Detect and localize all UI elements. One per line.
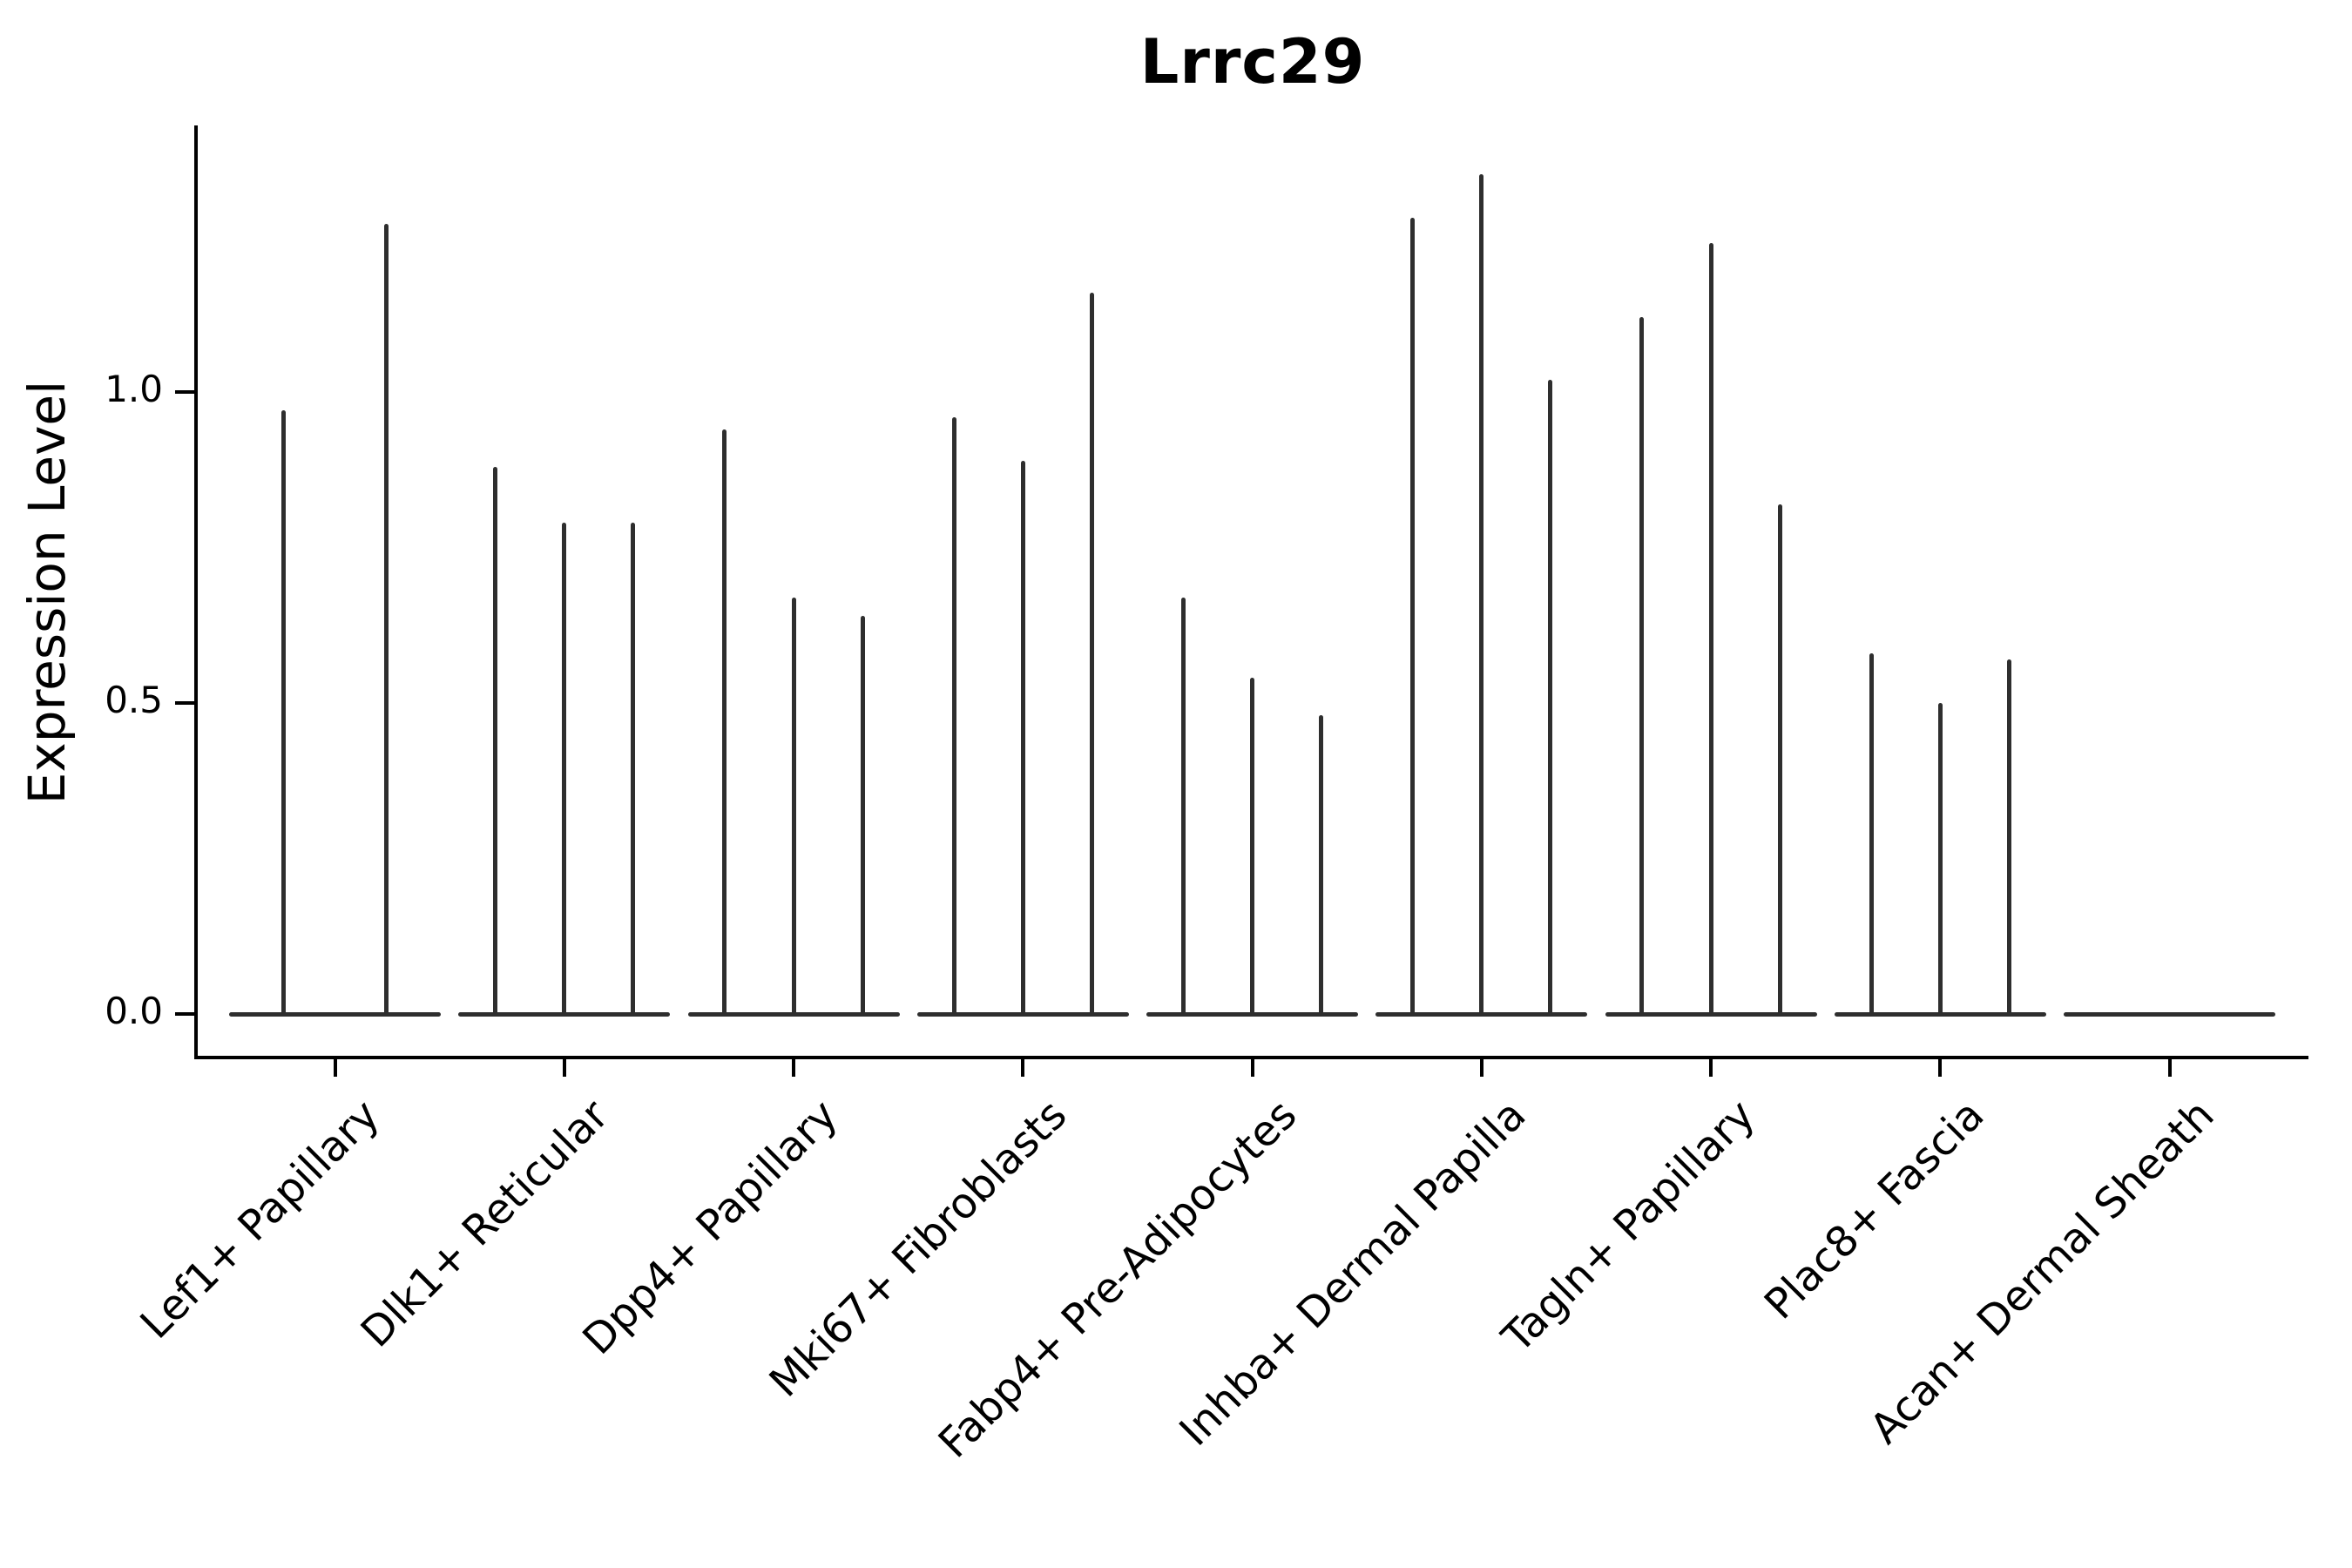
violin-spike	[493, 466, 498, 1014]
x-tick	[1938, 1059, 1943, 1077]
violin-spike	[860, 616, 865, 1014]
violin-spike	[1250, 678, 1254, 1014]
violin-spike	[1089, 292, 1094, 1014]
y-axis-label: Expression Level	[17, 380, 77, 805]
x-axis-spine	[194, 1056, 2308, 1059]
y-tick	[175, 701, 194, 705]
violin-spike	[722, 429, 727, 1014]
violin-base	[916, 1011, 1129, 1017]
violin-spike	[1319, 715, 1324, 1014]
violin-spike	[1020, 460, 1025, 1014]
violin-spike	[1548, 379, 1553, 1014]
violin-spike	[384, 224, 389, 1014]
violin-base	[1605, 1011, 1817, 1017]
x-tick-label: Acan+ Dermal Sheath	[1860, 1090, 2223, 1454]
x-tick	[792, 1059, 795, 1077]
violin-spike	[951, 416, 956, 1014]
chart-title: Lrrc29	[1139, 26, 1366, 98]
x-tick	[1250, 1059, 1254, 1077]
violin-base	[458, 1011, 671, 1017]
violin-spike	[1708, 242, 1713, 1014]
x-tick-label: Dlk1+ Reticular	[351, 1090, 618, 1357]
y-axis-spine	[194, 125, 198, 1059]
x-tick-label: Plac8+ Fascia	[1755, 1090, 1994, 1329]
violin-spike	[1937, 703, 1943, 1014]
x-tick	[2167, 1059, 2172, 1077]
y-tick-label: 0.5	[105, 679, 163, 721]
x-tick-label: Dpp4+ Papillary	[573, 1090, 848, 1364]
violin-base	[1375, 1011, 1588, 1017]
violin-spike	[1869, 652, 1874, 1014]
x-tick	[1021, 1059, 1025, 1077]
x-tick-label: Fabp4+ Pre-Adipocytes	[929, 1090, 1306, 1468]
x-tick-label: Tagln+ Papillary	[1492, 1090, 1765, 1362]
violin-spike	[562, 522, 567, 1014]
violin-spike	[1410, 218, 1416, 1014]
violin-base	[687, 1011, 900, 1017]
x-tick	[562, 1059, 566, 1077]
violin-spike	[1639, 317, 1645, 1014]
violin-spike	[1777, 504, 1782, 1014]
violin-base	[229, 1011, 441, 1017]
x-tick	[333, 1059, 337, 1077]
violin-spike	[1180, 597, 1186, 1014]
violin-base	[2064, 1011, 2275, 1017]
violin-spike	[280, 410, 286, 1014]
violin-spike	[1479, 174, 1484, 1014]
y-tick-label: 1.0	[105, 368, 163, 410]
y-tick-label: 0.0	[105, 990, 163, 1032]
x-tick	[1709, 1059, 1713, 1077]
y-tick	[175, 390, 194, 394]
y-tick	[175, 1012, 194, 1016]
x-tick	[1479, 1059, 1484, 1077]
violin-base	[1146, 1011, 1358, 1017]
violin-spike	[791, 597, 796, 1014]
violin-spike	[2006, 659, 2011, 1014]
x-tick-label: Inhba+ Dermal Papilla	[1170, 1090, 1536, 1456]
x-tick-label: Mki67+ Fibroblasts	[760, 1090, 1077, 1407]
violin-base	[1834, 1011, 2046, 1017]
violin-spike	[631, 522, 636, 1014]
